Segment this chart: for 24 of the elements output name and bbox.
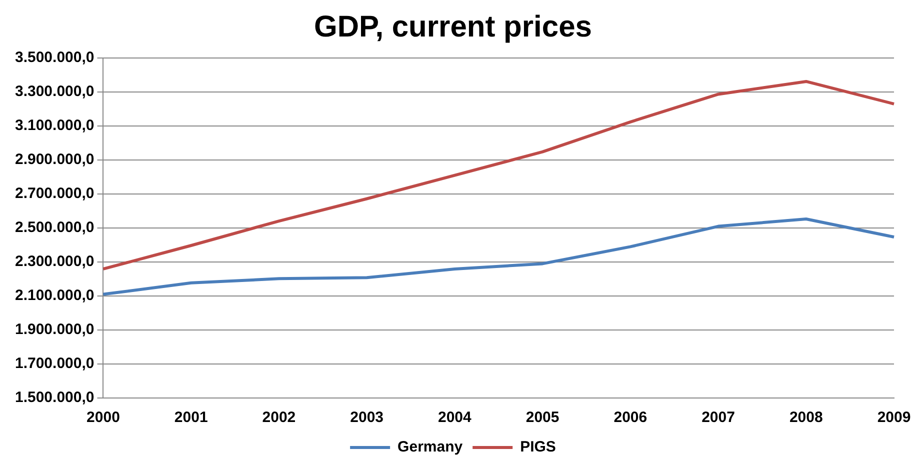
legend-label: Germany (398, 438, 464, 456)
y-tick-label: 1.500.000,0 (14, 389, 94, 406)
y-tick-label: 3.300.000,0 (14, 83, 94, 100)
y-tick-label: 2.700.000,0 (14, 185, 94, 202)
x-tick-label: 2007 (702, 409, 735, 426)
y-tick-label: 2.100.000,0 (14, 287, 94, 304)
y-tick-label: 3.100.000,0 (14, 117, 94, 134)
x-tick-label: 2006 (614, 409, 648, 426)
x-tick-label: 2002 (262, 409, 296, 426)
x-tick-label: 2001 (174, 409, 208, 426)
y-tick-label: 3.500.000,0 (14, 49, 94, 66)
x-tick-label: 2004 (438, 409, 472, 426)
chart-title: GDP, current prices (314, 10, 592, 44)
y-tick-label: 2.300.000,0 (14, 253, 94, 270)
x-tick-label: 2003 (350, 409, 384, 426)
y-tick-label: 2.900.000,0 (14, 151, 94, 168)
x-tick-label: 2009 (877, 409, 911, 426)
legend-label: PIGS (520, 438, 556, 456)
x-tick-label: 2000 (86, 409, 120, 426)
x-tick-label: 2005 (526, 409, 560, 426)
y-tick-label: 1.900.000,0 (14, 321, 94, 338)
y-tick-label: 2.500.000,0 (14, 219, 94, 236)
x-tick-label: 2008 (789, 409, 823, 426)
y-tick-label: 1.700.000,0 (14, 355, 94, 372)
